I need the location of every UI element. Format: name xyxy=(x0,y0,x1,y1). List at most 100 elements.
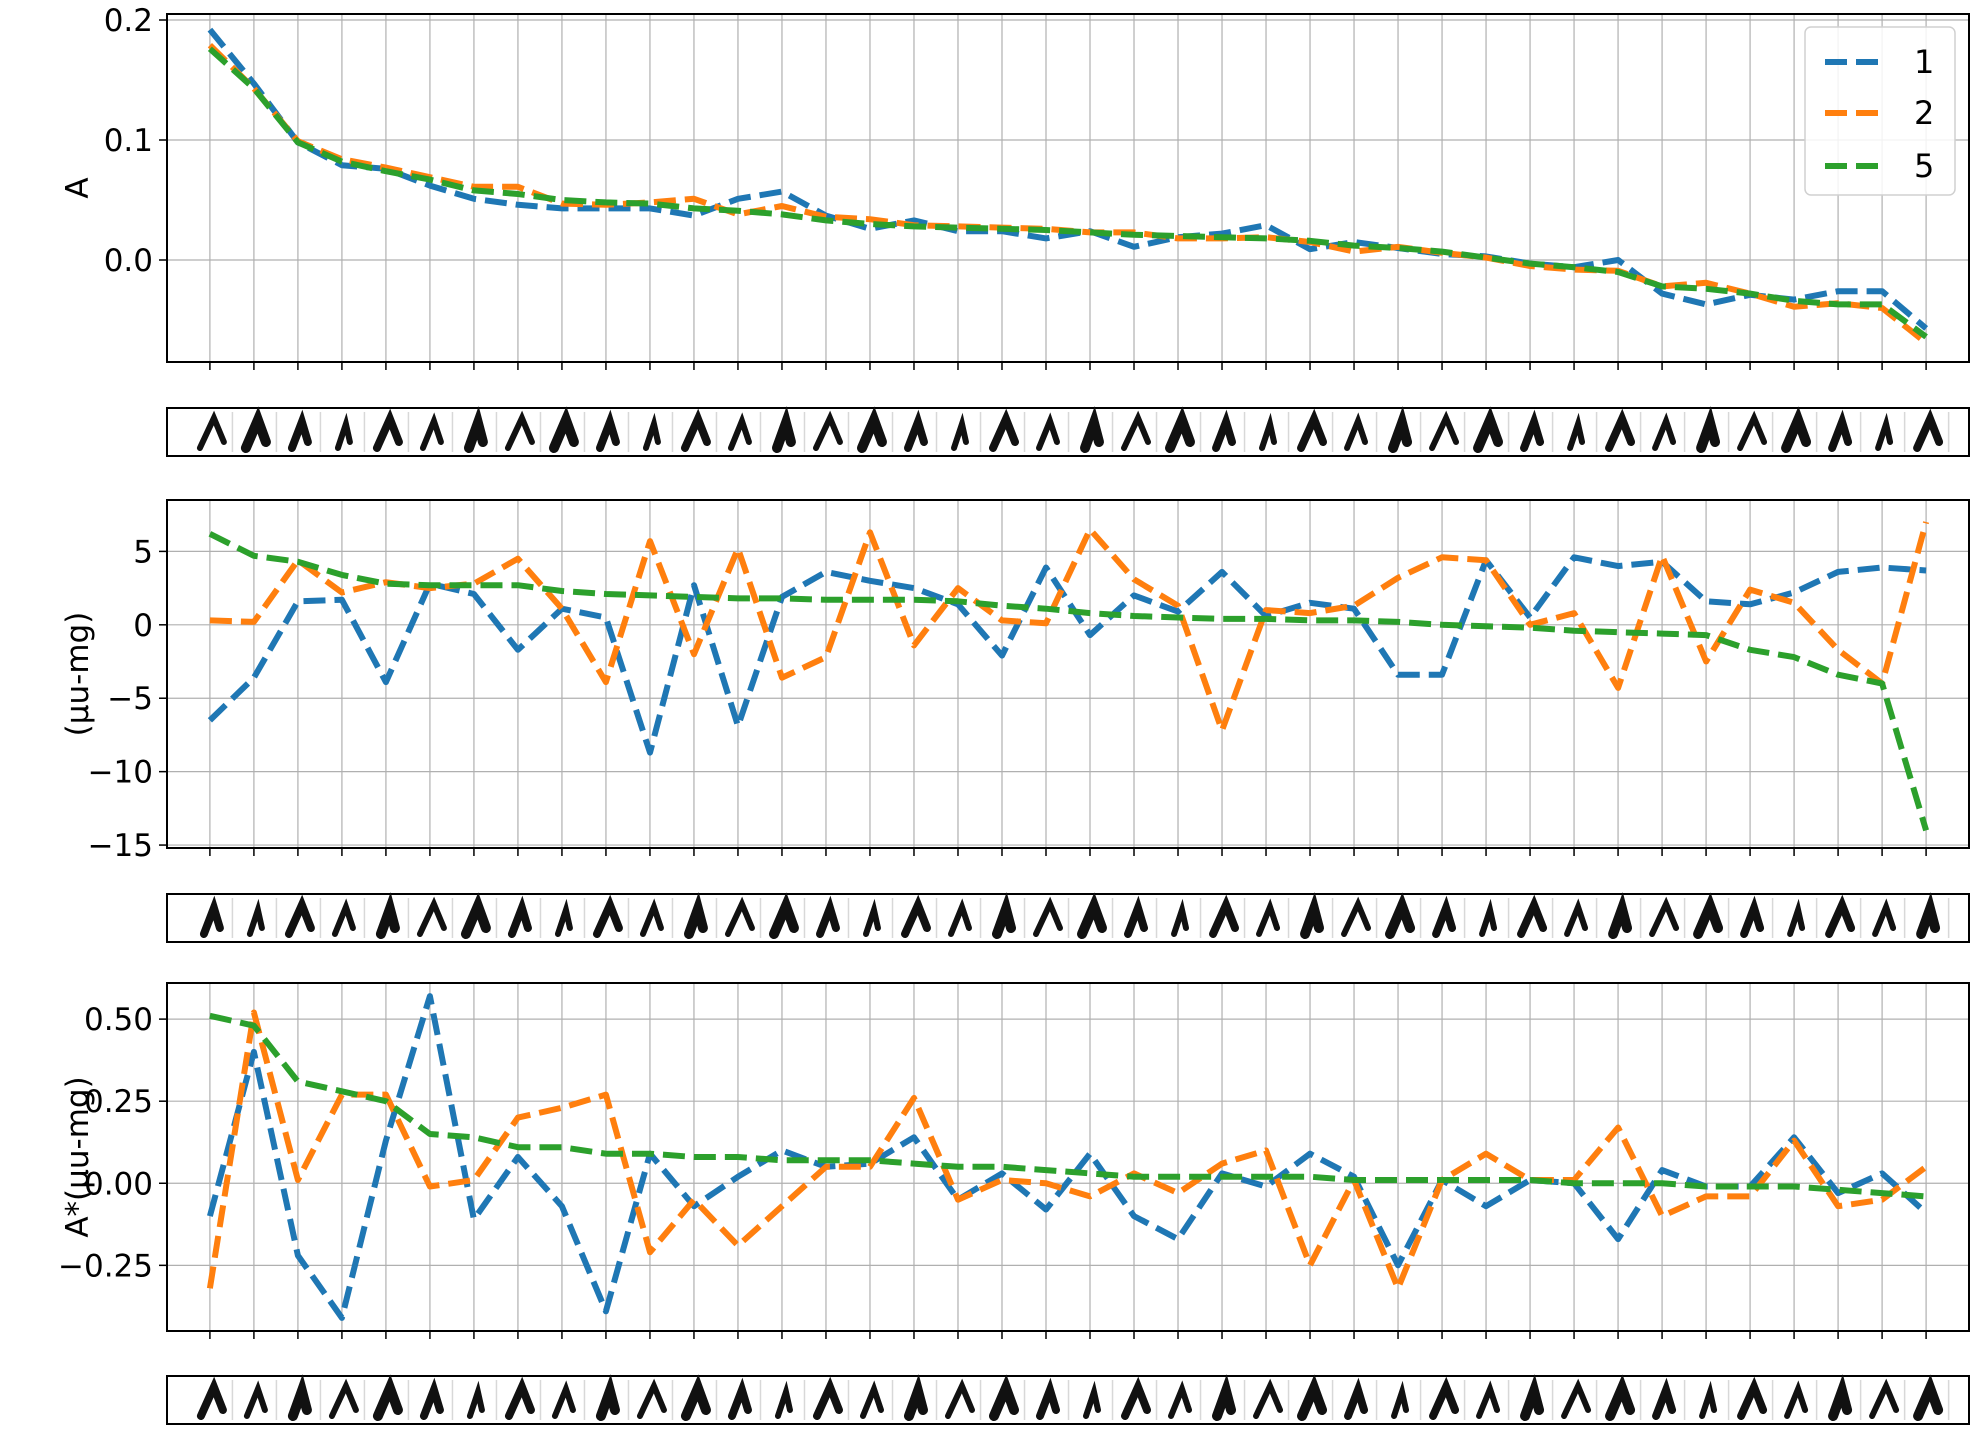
glyph-image xyxy=(1517,894,1548,938)
glyph-image xyxy=(1297,1374,1328,1421)
chart-panel-a-star-mu-mg: −0.25 0.00 0.25 0.50 A*(µu-mg) xyxy=(58,982,1970,1339)
glyph-image xyxy=(1825,894,1856,938)
glyph-image xyxy=(1784,1380,1809,1419)
glyph-image xyxy=(328,1378,359,1419)
y-axis-label: A xyxy=(60,177,96,198)
series-line-2 xyxy=(206,1009,1928,1292)
glyph-image xyxy=(1388,406,1413,453)
glyph-image xyxy=(240,406,271,453)
glyph-image xyxy=(504,410,535,451)
glyph-image xyxy=(1344,1377,1369,1420)
glyph-image xyxy=(859,1380,884,1419)
glyph-image xyxy=(595,1374,620,1421)
glyph-image xyxy=(1033,896,1063,937)
glyph-image xyxy=(862,898,881,937)
glyph-image xyxy=(680,1374,711,1421)
glyph-image xyxy=(287,409,312,452)
y-tick-label: 0.25 xyxy=(84,1084,153,1120)
y-tick-label: 0 xyxy=(133,608,153,644)
glyph-image xyxy=(1341,896,1372,937)
series-line-5 xyxy=(208,531,1929,832)
y-tick-label: 5 xyxy=(133,534,153,570)
y-axis-label: (µu-mg) xyxy=(60,612,96,737)
glyph-image xyxy=(1567,412,1586,451)
y-tick-label: 0.50 xyxy=(84,1002,153,1038)
glyph-image xyxy=(1121,1376,1152,1420)
glyph-image xyxy=(1608,892,1633,939)
glyph-image xyxy=(592,894,623,938)
plot-frame xyxy=(166,982,1970,1332)
glyph-image xyxy=(1605,1374,1636,1421)
glyph-image xyxy=(1385,892,1416,939)
glyph-image xyxy=(988,408,1019,452)
glyph-image xyxy=(507,895,532,938)
legend-label-series-1: 1 xyxy=(1914,43,1934,81)
legend-label-series-5: 5 xyxy=(1914,147,1934,185)
chart-panel-mu-mg: −15 −10 −5 0 5 (µu-mg) xyxy=(60,499,1970,864)
glyph-image xyxy=(771,406,796,453)
series-line-1 xyxy=(207,554,1927,756)
glyph-image xyxy=(1737,410,1768,451)
glyph-image xyxy=(419,1377,444,1420)
y-tick-label: 0.1 xyxy=(104,123,153,159)
glyph-image xyxy=(1344,412,1369,451)
glyph-image xyxy=(284,894,315,938)
glyph-image xyxy=(551,1380,576,1419)
glyph-image xyxy=(196,1376,227,1420)
glyph-image xyxy=(1699,1380,1718,1419)
y-tick-label: 0.2 xyxy=(104,3,153,39)
glyph-image xyxy=(1740,895,1765,938)
glyph-image xyxy=(1872,898,1897,937)
glyph-image xyxy=(1649,896,1680,937)
glyph-image xyxy=(463,406,488,453)
glyph-image xyxy=(1036,412,1060,451)
y-tick-label: −15 xyxy=(88,828,153,864)
glyph-image xyxy=(1121,410,1152,451)
glyph-image xyxy=(1476,1380,1501,1419)
glyph-image xyxy=(1520,409,1545,452)
glyph-image xyxy=(372,1374,403,1421)
glyph-image xyxy=(1564,898,1589,937)
glyph-image xyxy=(724,896,755,937)
glyph-image xyxy=(1913,1374,1944,1421)
glyph-strip-mu-mg xyxy=(166,892,1970,943)
glyph-image xyxy=(1828,1374,1853,1421)
glyph-image xyxy=(331,898,356,937)
glyph-image xyxy=(1209,894,1240,938)
series-line-5 xyxy=(209,1012,1927,1200)
y-tick-label: −0.25 xyxy=(58,1248,153,1284)
glyph-image xyxy=(372,408,403,452)
legend: 1 2 5 xyxy=(1804,26,1956,196)
glyph-image xyxy=(900,894,931,938)
glyph-image xyxy=(1652,1377,1677,1420)
y-tick-label: 0.00 xyxy=(84,1166,153,1202)
glyph-image xyxy=(246,898,265,937)
glyph-image xyxy=(812,1376,843,1420)
series-line-5 xyxy=(207,46,1928,340)
glyph-image xyxy=(636,1378,667,1419)
glyph-image xyxy=(1693,892,1724,939)
plot-frame xyxy=(166,499,1970,849)
series-line-2 xyxy=(209,521,1929,734)
glyph-image xyxy=(1875,412,1894,451)
glyph-image xyxy=(196,410,227,451)
legend-label-series-2: 2 xyxy=(1914,94,1934,132)
legend-box xyxy=(1804,26,1956,196)
glyph-image xyxy=(1077,892,1107,939)
glyph-image xyxy=(1259,412,1278,451)
glyph-image xyxy=(1253,1378,1284,1419)
glyph-image xyxy=(1212,1374,1237,1421)
glyph-image xyxy=(243,1380,268,1419)
glyph-image xyxy=(1391,1380,1410,1419)
glyph-image xyxy=(727,1377,752,1420)
glyph-image xyxy=(1869,1378,1900,1419)
y-tick-label: −5 xyxy=(107,681,153,717)
glyph-image xyxy=(419,412,444,451)
glyph-image xyxy=(1652,412,1677,451)
glyph-image xyxy=(199,895,224,938)
glyph-image xyxy=(548,406,579,453)
glyph-image xyxy=(334,412,353,451)
glyph-image xyxy=(642,412,661,451)
